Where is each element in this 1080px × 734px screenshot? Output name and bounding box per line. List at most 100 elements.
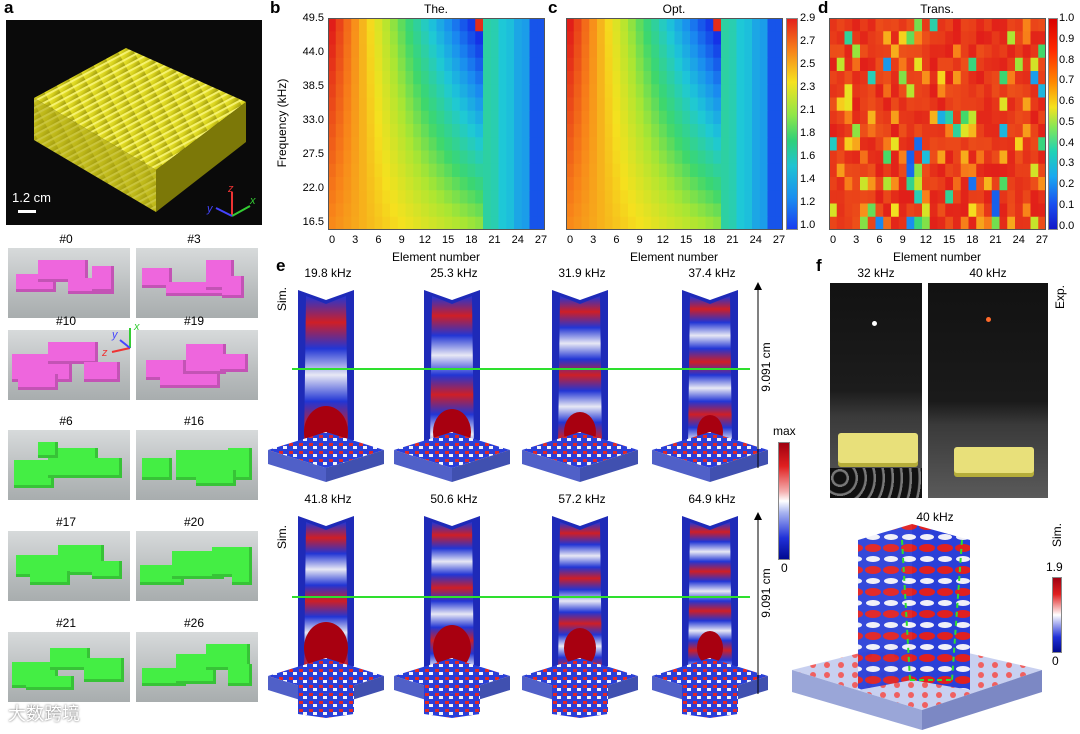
heatmap-cell bbox=[666, 124, 676, 138]
heatmap-c-xlabel: Element number bbox=[629, 250, 719, 264]
heatmap-cell bbox=[898, 110, 908, 125]
heatmap-cell bbox=[682, 97, 691, 112]
heatmap-cell bbox=[421, 71, 430, 85]
heatmap-cell bbox=[1015, 44, 1024, 59]
heatmap-cell bbox=[1007, 57, 1016, 72]
heatmap-cell bbox=[991, 18, 1001, 32]
heatmap-cell bbox=[475, 177, 484, 191]
heatmap-cell bbox=[991, 31, 1001, 46]
frequency-label: 25.3 kHz bbox=[430, 266, 478, 280]
heatmap-cell bbox=[682, 57, 691, 72]
heatmap-cell bbox=[875, 18, 884, 32]
heatmap-cell bbox=[612, 18, 621, 32]
heatmap-cell bbox=[968, 216, 977, 230]
heatmap-cell bbox=[328, 177, 337, 191]
heatmap-cell bbox=[436, 31, 445, 46]
heatmap-cell bbox=[937, 18, 946, 32]
heatmap-cell bbox=[682, 137, 691, 152]
heatmap-cell bbox=[444, 18, 453, 32]
heatmap-cell bbox=[860, 150, 869, 165]
heatmap-cell bbox=[914, 44, 923, 59]
heatmap-cell bbox=[483, 71, 492, 85]
xtick-label: 27 bbox=[772, 234, 786, 246]
heatmap-cell bbox=[529, 110, 538, 125]
heatmap-cell bbox=[643, 137, 652, 152]
heatmap-cell bbox=[984, 163, 993, 178]
heatmap-cell bbox=[666, 97, 676, 112]
heatmap-cell bbox=[860, 57, 869, 72]
heatmap-cell bbox=[651, 44, 660, 59]
heatmap-cell bbox=[690, 137, 699, 152]
heatmap-frame bbox=[566, 18, 783, 230]
heatmap-cell bbox=[922, 84, 931, 99]
heatmap-cell bbox=[651, 150, 660, 165]
heatmap-cell bbox=[490, 163, 500, 178]
small-axes-triad: x z y bbox=[101, 321, 140, 358]
heatmap-cell bbox=[937, 84, 946, 99]
heatmap-cell bbox=[467, 44, 476, 59]
heatmap-cell bbox=[467, 31, 476, 46]
heatmap-cell bbox=[883, 97, 892, 112]
heatmap-cell bbox=[397, 203, 407, 218]
heatmap-cell bbox=[359, 31, 368, 46]
element-label: #10 bbox=[55, 314, 77, 328]
heatmap-cell bbox=[1007, 71, 1016, 85]
heatmap-cell bbox=[490, 44, 500, 59]
heatmap-cell bbox=[960, 44, 970, 59]
heatmap-theoretical bbox=[328, 18, 545, 230]
heatmap-cell bbox=[829, 44, 838, 59]
heatmap-cell bbox=[413, 190, 422, 205]
heatmap-cell bbox=[891, 203, 900, 218]
heatmap-cell bbox=[573, 84, 583, 99]
heatmap-cell bbox=[759, 137, 769, 152]
heatmap-cell bbox=[875, 137, 884, 152]
heatmap-cell bbox=[697, 110, 707, 125]
heatmap-cell bbox=[351, 110, 360, 125]
heatmap-cell bbox=[728, 124, 738, 138]
heatmap-cell bbox=[359, 71, 368, 85]
heatmap-cell bbox=[775, 203, 783, 218]
heatmap-cell bbox=[759, 84, 769, 99]
heatmap-cell bbox=[566, 190, 575, 205]
heatmap-cell bbox=[991, 177, 1001, 191]
heatmap-cell bbox=[428, 31, 438, 46]
heatmap-cell bbox=[589, 97, 598, 112]
heatmap-cell bbox=[459, 31, 469, 46]
heatmap-cell bbox=[651, 57, 660, 72]
heatmap-cell bbox=[529, 97, 538, 112]
heatmap-cell bbox=[736, 203, 745, 218]
heatmap-cell bbox=[844, 216, 853, 230]
heatmap-cell bbox=[612, 150, 621, 165]
heatmap-cell bbox=[929, 110, 939, 125]
heatmap-d-xlabel: Element number bbox=[892, 250, 982, 264]
heatmap-cell bbox=[852, 57, 861, 72]
heatmap-cell bbox=[428, 124, 438, 138]
heatmap-cell bbox=[844, 163, 853, 178]
heatmap-cell bbox=[875, 216, 884, 230]
heatmap-cell bbox=[651, 84, 660, 99]
heatmap-cell bbox=[498, 137, 507, 152]
heatmap-cell bbox=[467, 84, 476, 99]
colorbar-tick: 1.6 bbox=[800, 150, 816, 163]
heatmap-cell bbox=[328, 203, 337, 218]
heatmap-cell bbox=[643, 190, 652, 205]
element-label: #16 bbox=[183, 414, 205, 428]
heatmap-cell bbox=[537, 97, 545, 112]
colorbar-tick: 2.9 bbox=[800, 12, 816, 24]
heatmap-cell bbox=[514, 163, 523, 178]
heatmap-cell bbox=[351, 150, 360, 165]
heatmap-cell bbox=[413, 137, 422, 152]
heatmap-cell bbox=[475, 44, 484, 59]
heatmap-cell bbox=[976, 84, 985, 99]
heatmap-cell bbox=[991, 163, 1001, 178]
heatmap-cell bbox=[721, 150, 730, 165]
heatmap-cell bbox=[514, 150, 523, 165]
heatmap-cell bbox=[883, 71, 892, 85]
heatmap-cell bbox=[566, 216, 575, 230]
heatmap-cell bbox=[521, 31, 531, 46]
heatmap-cell bbox=[436, 137, 445, 152]
heatmap-cell bbox=[374, 110, 383, 125]
heatmap-cell bbox=[483, 84, 492, 99]
heatmap-cell bbox=[690, 71, 699, 85]
heatmap-cell bbox=[335, 137, 345, 152]
